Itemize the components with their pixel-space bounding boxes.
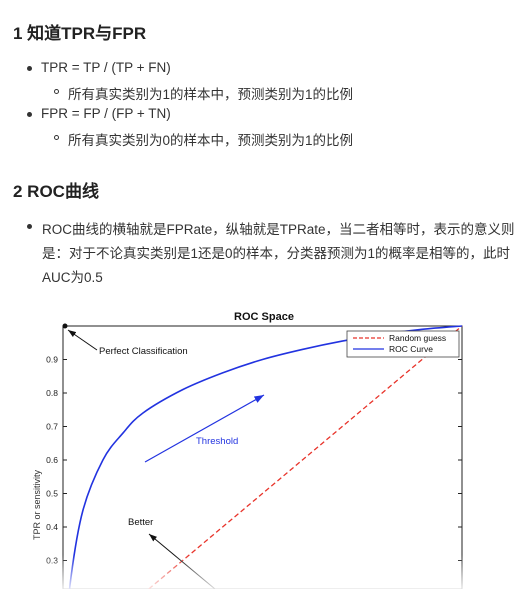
fpr-note: 所有真实类别为0的样本中，预测类别为1的比例 xyxy=(68,133,354,148)
threshold-label: Threshold xyxy=(196,436,238,447)
y-axis-label: TPR or sensitivity xyxy=(32,469,42,540)
tpr-note: 所有真实类别为1的样本中，预测类别为1的比例 xyxy=(68,87,354,102)
y-ticks: 0.9 0.8 0.7 0.6 0.5 0.4 0.3 xyxy=(46,355,462,566)
y-tick-label: 0.7 xyxy=(46,422,58,432)
roc-curve-line xyxy=(68,325,463,594)
roc-chart: ROC Space TPR or sensitivity 0.9 0.8 0.7 0.… xyxy=(0,300,529,594)
perfect-arrow xyxy=(67,329,98,351)
legend-label-roc: ROC Curve xyxy=(389,344,433,354)
y-tick-label: 0.3 xyxy=(46,556,58,566)
roc-chart-svg: ROC Space TPR or sensitivity 0.90.80.70.… xyxy=(32,311,463,594)
legend: Random guess ROC Curve xyxy=(346,330,460,358)
section1-heading: 1 知道TPR与FPR xyxy=(13,24,147,43)
section2-heading: 2 ROC曲线 xyxy=(13,182,99,201)
random-guess-line xyxy=(141,325,463,594)
roc-paragraph-line2: 是：对于不论真实类别是1还是0的样本，分类器预测为1的概率是相等的，此时 xyxy=(42,246,511,261)
fpr-formula: FPR = FP / (FP + TN) xyxy=(41,106,171,121)
y-tick-label: 0.4 xyxy=(46,522,58,532)
legend-label-random: Random guess xyxy=(389,333,446,343)
tpr-formula: TPR = TP / (TP + FN) xyxy=(41,60,171,75)
perfect-label: Perfect Classification xyxy=(99,346,188,357)
y-tick-label: 0.8 xyxy=(46,388,58,398)
threshold-arrow xyxy=(144,394,265,463)
bullet-dot xyxy=(27,112,32,117)
y-tick-label: 0.5 xyxy=(46,489,58,499)
sub-bullet-circle xyxy=(54,135,59,140)
roc-paragraph-line3: AUC为0.5 xyxy=(42,270,103,285)
perfect-classification-point xyxy=(62,323,68,329)
chart-title: ROC Space xyxy=(234,311,294,323)
legend-box xyxy=(346,330,460,358)
plot-frame xyxy=(62,325,463,590)
sub-bullet-circle xyxy=(54,89,59,94)
better-label: Better xyxy=(128,517,153,528)
bullet-dot xyxy=(27,224,32,229)
series-layer xyxy=(68,325,463,594)
roc-paragraph-line1: ROC曲线的横轴就是FPRate，纵轴就是TPRate，当二者相等时，表示的意义… xyxy=(42,222,515,237)
bullet-dot xyxy=(27,66,32,71)
y-tick-label: 0.9 xyxy=(46,355,58,365)
y-tick-label: 0.6 xyxy=(46,455,58,465)
